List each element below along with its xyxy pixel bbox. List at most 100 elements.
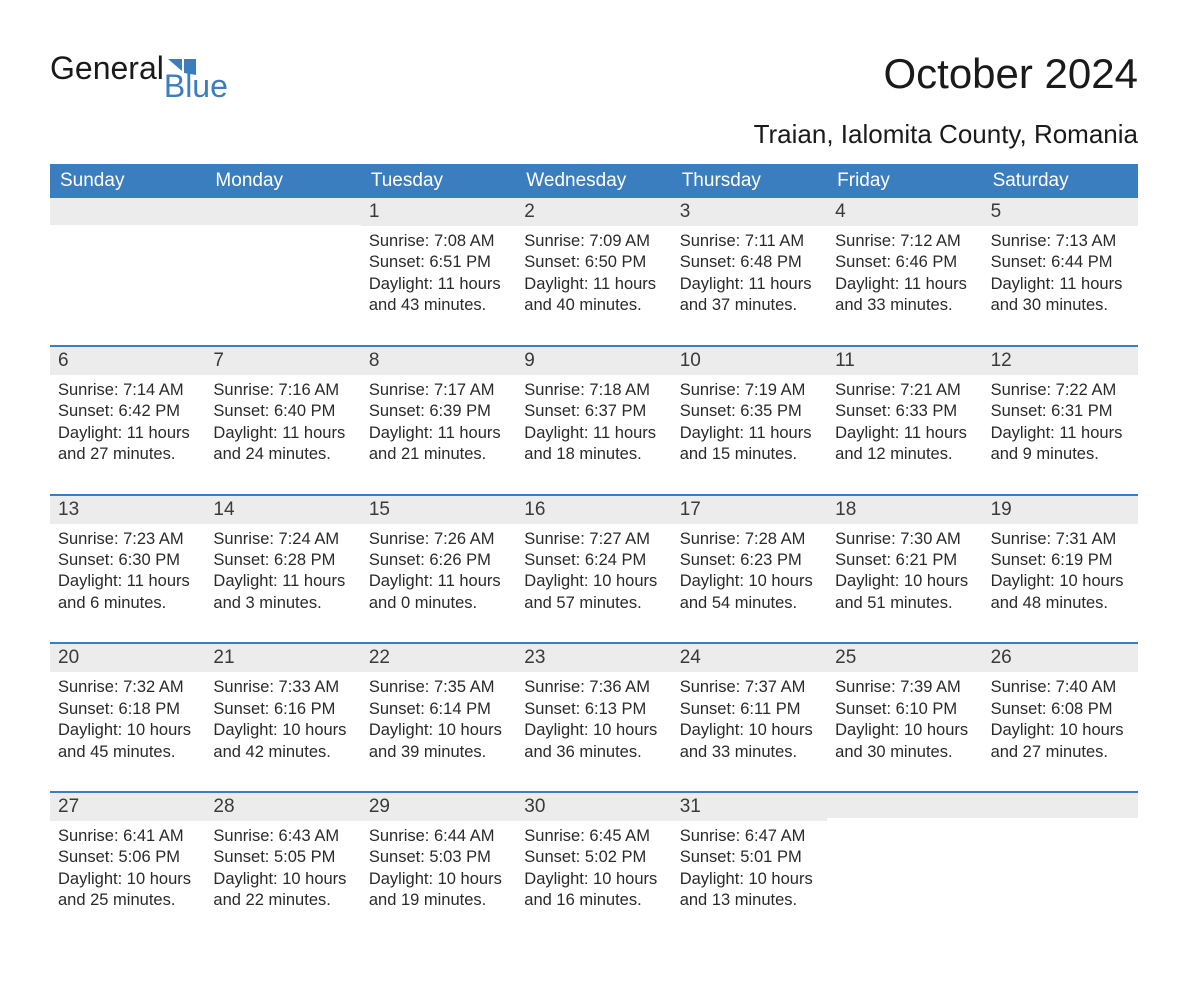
daylight-text: Daylight: 10 hours and 45 minutes. — [58, 720, 197, 763]
daylight-text: Daylight: 10 hours and 16 minutes. — [524, 869, 663, 912]
day-number: 12 — [983, 345, 1138, 375]
day-number: 11 — [827, 345, 982, 375]
day-body: Sunrise: 7:17 AMSunset: 6:39 PMDaylight:… — [361, 375, 516, 466]
day-body: Sunrise: 7:16 AMSunset: 6:40 PMDaylight:… — [205, 375, 360, 466]
sunrise-text: Sunrise: 7:33 AM — [213, 677, 352, 698]
day-body: Sunrise: 7:31 AMSunset: 6:19 PMDaylight:… — [983, 524, 1138, 615]
day-body: Sunrise: 7:39 AMSunset: 6:10 PMDaylight:… — [827, 672, 982, 763]
day-cell: 29Sunrise: 6:44 AMSunset: 5:03 PMDayligh… — [361, 791, 516, 940]
day-number: 16 — [516, 494, 671, 524]
day-cell: 12Sunrise: 7:22 AMSunset: 6:31 PMDayligh… — [983, 345, 1138, 494]
sunset-text: Sunset: 6:46 PM — [835, 252, 974, 273]
day-cell — [827, 791, 982, 940]
daylight-text: Daylight: 10 hours and 48 minutes. — [991, 571, 1130, 614]
day-header: Sunday — [50, 164, 205, 198]
page-title: October 2024 — [883, 50, 1138, 98]
sunrise-text: Sunrise: 7:39 AM — [835, 677, 974, 698]
sunrise-text: Sunrise: 7:17 AM — [369, 380, 508, 401]
daylight-text: Daylight: 10 hours and 57 minutes. — [524, 571, 663, 614]
day-number: 4 — [827, 198, 982, 226]
sunset-text: Sunset: 6:42 PM — [58, 401, 197, 422]
day-body: Sunrise: 7:40 AMSunset: 6:08 PMDaylight:… — [983, 672, 1138, 763]
sunset-text: Sunset: 6:26 PM — [369, 550, 508, 571]
day-cell: 4Sunrise: 7:12 AMSunset: 6:46 PMDaylight… — [827, 198, 982, 345]
day-number: 2 — [516, 198, 671, 226]
daylight-text: Daylight: 11 hours and 12 minutes. — [835, 423, 974, 466]
sunrise-text: Sunrise: 7:16 AM — [213, 380, 352, 401]
day-body: Sunrise: 7:30 AMSunset: 6:21 PMDaylight:… — [827, 524, 982, 615]
sunset-text: Sunset: 6:50 PM — [524, 252, 663, 273]
calendar-grid: SundayMondayTuesdayWednesdayThursdayFrid… — [50, 164, 1138, 940]
day-cell: 19Sunrise: 7:31 AMSunset: 6:19 PMDayligh… — [983, 494, 1138, 643]
day-cell: 18Sunrise: 7:30 AMSunset: 6:21 PMDayligh… — [827, 494, 982, 643]
sunset-text: Sunset: 6:24 PM — [524, 550, 663, 571]
day-cell: 17Sunrise: 7:28 AMSunset: 6:23 PMDayligh… — [672, 494, 827, 643]
sunrise-text: Sunrise: 7:19 AM — [680, 380, 819, 401]
daylight-text: Daylight: 10 hours and 27 minutes. — [991, 720, 1130, 763]
daylight-text: Daylight: 10 hours and 33 minutes. — [680, 720, 819, 763]
sunset-text: Sunset: 6:14 PM — [369, 699, 508, 720]
day-number — [827, 791, 982, 818]
day-number — [50, 198, 205, 225]
sunset-text: Sunset: 5:01 PM — [680, 847, 819, 868]
day-cell: 24Sunrise: 7:37 AMSunset: 6:11 PMDayligh… — [672, 642, 827, 791]
sunset-text: Sunset: 6:39 PM — [369, 401, 508, 422]
day-body: Sunrise: 7:33 AMSunset: 6:16 PMDaylight:… — [205, 672, 360, 763]
day-body: Sunrise: 7:24 AMSunset: 6:28 PMDaylight:… — [205, 524, 360, 615]
sunset-text: Sunset: 6:16 PM — [213, 699, 352, 720]
day-cell: 31Sunrise: 6:47 AMSunset: 5:01 PMDayligh… — [672, 791, 827, 940]
daylight-text: Daylight: 11 hours and 9 minutes. — [991, 423, 1130, 466]
day-cell: 9Sunrise: 7:18 AMSunset: 6:37 PMDaylight… — [516, 345, 671, 494]
day-number: 1 — [361, 198, 516, 226]
sunrise-text: Sunrise: 7:28 AM — [680, 529, 819, 550]
sunset-text: Sunset: 6:51 PM — [369, 252, 508, 273]
day-cell: 10Sunrise: 7:19 AMSunset: 6:35 PMDayligh… — [672, 345, 827, 494]
day-number: 19 — [983, 494, 1138, 524]
day-number — [983, 791, 1138, 818]
day-number: 9 — [516, 345, 671, 375]
sunrise-text: Sunrise: 6:41 AM — [58, 826, 197, 847]
day-cell: 3Sunrise: 7:11 AMSunset: 6:48 PMDaylight… — [672, 198, 827, 345]
day-cell: 15Sunrise: 7:26 AMSunset: 6:26 PMDayligh… — [361, 494, 516, 643]
day-number: 6 — [50, 345, 205, 375]
sunrise-text: Sunrise: 6:44 AM — [369, 826, 508, 847]
sunset-text: Sunset: 6:28 PM — [213, 550, 352, 571]
day-cell: 27Sunrise: 6:41 AMSunset: 5:06 PMDayligh… — [50, 791, 205, 940]
day-number: 23 — [516, 642, 671, 672]
daylight-text: Daylight: 11 hours and 0 minutes. — [369, 571, 508, 614]
day-body: Sunrise: 6:45 AMSunset: 5:02 PMDaylight:… — [516, 821, 671, 912]
daylight-text: Daylight: 11 hours and 30 minutes. — [991, 274, 1130, 317]
sunset-text: Sunset: 6:44 PM — [991, 252, 1130, 273]
day-body: Sunrise: 6:43 AMSunset: 5:05 PMDaylight:… — [205, 821, 360, 912]
sunrise-text: Sunrise: 7:14 AM — [58, 380, 197, 401]
day-cell — [205, 198, 360, 345]
day-body: Sunrise: 7:13 AMSunset: 6:44 PMDaylight:… — [983, 226, 1138, 317]
sunset-text: Sunset: 6:10 PM — [835, 699, 974, 720]
sunrise-text: Sunrise: 7:11 AM — [680, 231, 819, 252]
sunset-text: Sunset: 6:19 PM — [991, 550, 1130, 571]
day-cell: 8Sunrise: 7:17 AMSunset: 6:39 PMDaylight… — [361, 345, 516, 494]
daylight-text: Daylight: 11 hours and 15 minutes. — [680, 423, 819, 466]
daylight-text: Daylight: 11 hours and 6 minutes. — [58, 571, 197, 614]
day-header: Saturday — [983, 164, 1138, 198]
day-cell: 30Sunrise: 6:45 AMSunset: 5:02 PMDayligh… — [516, 791, 671, 940]
day-body: Sunrise: 6:44 AMSunset: 5:03 PMDaylight:… — [361, 821, 516, 912]
day-header: Tuesday — [361, 164, 516, 198]
day-cell: 6Sunrise: 7:14 AMSunset: 6:42 PMDaylight… — [50, 345, 205, 494]
day-body: Sunrise: 7:27 AMSunset: 6:24 PMDaylight:… — [516, 524, 671, 615]
daylight-text: Daylight: 10 hours and 30 minutes. — [835, 720, 974, 763]
daylight-text: Daylight: 11 hours and 24 minutes. — [213, 423, 352, 466]
sunrise-text: Sunrise: 7:08 AM — [369, 231, 508, 252]
day-body: Sunrise: 7:23 AMSunset: 6:30 PMDaylight:… — [50, 524, 205, 615]
day-cell: 13Sunrise: 7:23 AMSunset: 6:30 PMDayligh… — [50, 494, 205, 643]
day-cell: 25Sunrise: 7:39 AMSunset: 6:10 PMDayligh… — [827, 642, 982, 791]
day-cell: 28Sunrise: 6:43 AMSunset: 5:05 PMDayligh… — [205, 791, 360, 940]
sunset-text: Sunset: 6:23 PM — [680, 550, 819, 571]
day-body: Sunrise: 7:21 AMSunset: 6:33 PMDaylight:… — [827, 375, 982, 466]
day-body: Sunrise: 7:18 AMSunset: 6:37 PMDaylight:… — [516, 375, 671, 466]
day-number: 13 — [50, 494, 205, 524]
sunrise-text: Sunrise: 7:12 AM — [835, 231, 974, 252]
sunset-text: Sunset: 6:13 PM — [524, 699, 663, 720]
day-body: Sunrise: 7:35 AMSunset: 6:14 PMDaylight:… — [361, 672, 516, 763]
day-header: Friday — [827, 164, 982, 198]
